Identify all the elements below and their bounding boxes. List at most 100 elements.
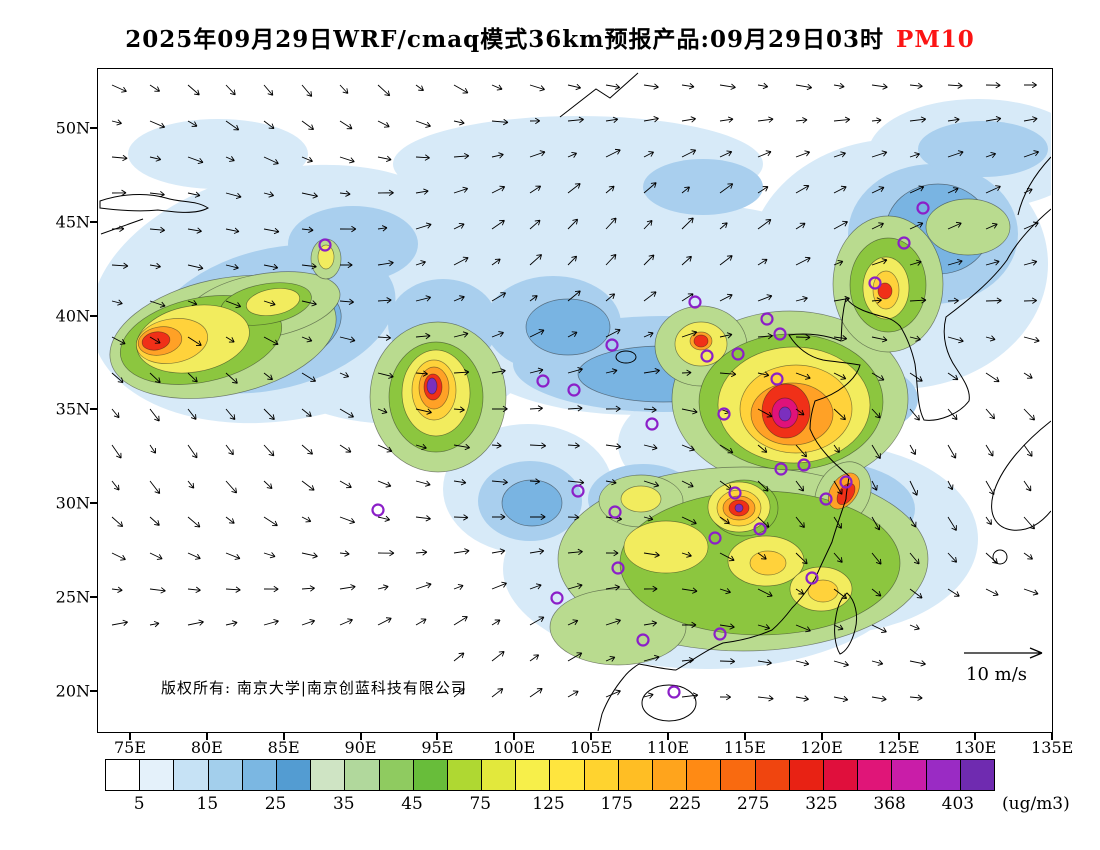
wind-arrow <box>149 408 160 422</box>
wind-arrow <box>871 516 881 531</box>
wind-arrow <box>605 83 621 90</box>
wind-arrow <box>605 328 621 338</box>
wind-arrow <box>1023 81 1037 89</box>
wind-arrow <box>225 552 241 560</box>
wind-arrow <box>453 479 467 486</box>
wind-arrow <box>111 225 125 232</box>
wind-arrow <box>681 255 692 266</box>
wind-arrow <box>833 444 840 453</box>
wind-arrow <box>339 120 353 130</box>
wind-arrow <box>453 688 465 698</box>
wind-arrow <box>719 150 733 158</box>
colorbar-segment <box>959 760 994 790</box>
colorbar-segment <box>652 760 687 790</box>
colorbar-segment <box>173 760 208 790</box>
city-marker <box>700 349 714 363</box>
colorbar <box>105 759 995 791</box>
wind-arrow <box>263 552 276 559</box>
wind-arrow <box>225 156 235 162</box>
city-marker <box>819 492 833 506</box>
wind-arrow <box>871 222 884 230</box>
wind-arrow <box>605 368 618 375</box>
pm10-contour-region <box>620 485 662 513</box>
wind-arrow <box>111 586 123 593</box>
wind-arrow <box>111 480 120 491</box>
wind-arrow <box>339 444 352 453</box>
wind-arrow <box>149 552 163 560</box>
wind-arrow <box>719 83 736 90</box>
wind-arrow <box>263 585 279 593</box>
wind-arrow <box>187 120 198 127</box>
wind-arrow <box>605 479 617 486</box>
wind-arrow <box>529 219 541 230</box>
city-marker <box>567 383 581 397</box>
wind-arrow <box>377 617 392 626</box>
wind-arrow <box>415 222 432 230</box>
wind-arrow <box>529 329 545 338</box>
wind-arrow <box>453 295 465 302</box>
wind-arrow <box>947 444 957 459</box>
wind-arrow <box>909 185 925 194</box>
wind-arrow <box>681 83 695 90</box>
colorbar-segment <box>720 760 755 790</box>
colorbar-segment <box>549 760 584 790</box>
wind-arrow <box>757 186 769 194</box>
copyright-text: 版权所有: 南京大学|南京创蓝科技有限公司 <box>161 679 467 697</box>
city-marker <box>645 417 659 431</box>
wind-arrow <box>719 332 733 339</box>
wind-arrow <box>453 652 465 662</box>
lat-tick-mark <box>90 220 97 223</box>
wind-arrow <box>529 513 546 521</box>
wind-arrow <box>985 552 998 564</box>
wind-arrow <box>871 83 888 90</box>
wind-arrow <box>643 551 660 558</box>
wind-arrow <box>643 219 653 230</box>
wind-arrow <box>415 549 428 556</box>
wind-arrow <box>339 584 356 591</box>
wind-arrow <box>871 552 882 565</box>
lat-tick-mark <box>90 689 97 692</box>
wind-arrow <box>681 444 695 452</box>
wind-arrow <box>491 513 506 521</box>
wind-arrow <box>947 408 958 421</box>
wind-arrow <box>681 217 694 230</box>
colorbar-segment <box>344 760 379 790</box>
colorbar-segment <box>446 760 482 790</box>
colorbar-tick-label: 125 <box>532 794 565 814</box>
pm10-contour-region <box>749 550 787 576</box>
wind-arrow <box>681 692 699 699</box>
wind-arrow <box>453 222 465 230</box>
wind-arrow <box>301 263 317 270</box>
wind-arrow <box>149 480 161 494</box>
wind-arrow <box>453 406 465 413</box>
wind-arrow <box>225 516 235 524</box>
wind-arrow <box>833 82 845 90</box>
wind-arrow <box>187 336 202 346</box>
wind-arrow <box>719 183 734 194</box>
coastline-island <box>992 549 1008 565</box>
wind-arrow <box>643 585 658 593</box>
colorbar-segment <box>754 760 789 790</box>
wind-arrow <box>301 516 312 523</box>
wind-arrow <box>339 336 356 343</box>
wind-arrow <box>415 332 431 340</box>
wind-arrow <box>795 222 806 230</box>
colorbar-tick-label: 325 <box>805 794 838 814</box>
wind-arrow <box>415 84 424 91</box>
wind-arrow <box>339 190 351 197</box>
wind-arrow <box>833 660 849 668</box>
lat-tick-label: 35N <box>55 399 90 419</box>
wind-arrow <box>301 192 318 199</box>
lon-tick-label: 105E <box>569 738 613 757</box>
city-marker <box>605 338 619 352</box>
colorbar-segment <box>412 760 447 790</box>
wind-arrow <box>415 260 426 267</box>
wind-arrow <box>985 297 1002 304</box>
wind-arrow <box>1023 516 1035 530</box>
wind-arrow <box>491 331 504 338</box>
wind-arrow <box>795 588 805 595</box>
wind-arrow <box>643 620 658 627</box>
wind-arrow <box>795 480 804 492</box>
lon-tick-label: 95E <box>421 738 454 757</box>
lat-tick-label: 50N <box>55 118 90 138</box>
